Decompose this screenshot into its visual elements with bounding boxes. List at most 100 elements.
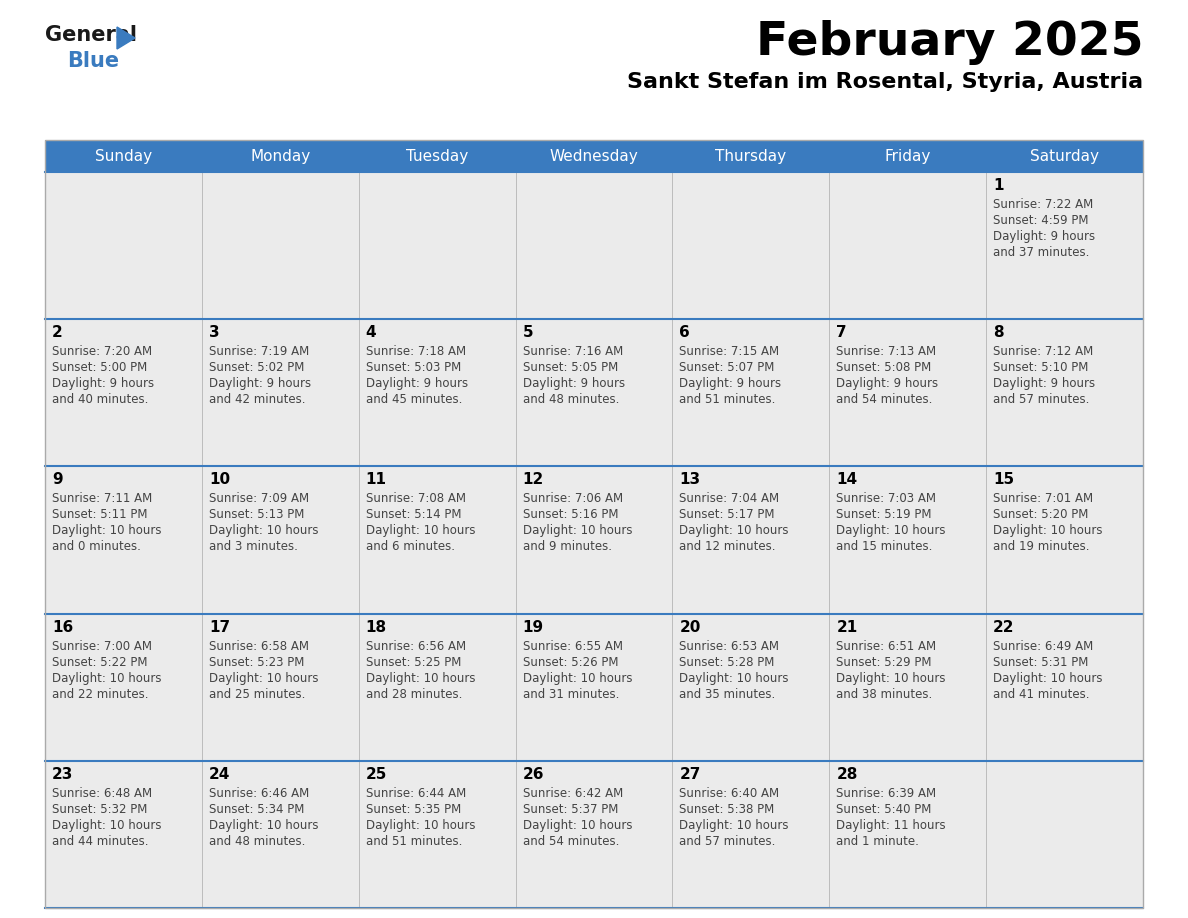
Text: Thursday: Thursday <box>715 149 786 163</box>
Text: Sunset: 4:59 PM: Sunset: 4:59 PM <box>993 214 1088 227</box>
Text: Daylight: 9 hours: Daylight: 9 hours <box>993 377 1095 390</box>
Bar <box>516 172 672 319</box>
Text: 15: 15 <box>993 473 1015 487</box>
Text: Sunset: 5:31 PM: Sunset: 5:31 PM <box>993 655 1088 668</box>
Text: and 54 minutes.: and 54 minutes. <box>523 834 619 848</box>
Text: 11: 11 <box>366 473 387 487</box>
Text: Sunset: 5:07 PM: Sunset: 5:07 PM <box>680 361 775 375</box>
Text: Daylight: 10 hours: Daylight: 10 hours <box>366 524 475 537</box>
Text: and 3 minutes.: and 3 minutes. <box>209 541 298 554</box>
Text: Daylight: 10 hours: Daylight: 10 hours <box>366 672 475 685</box>
Text: 8: 8 <box>993 325 1004 341</box>
Bar <box>829 761 986 908</box>
Bar <box>202 172 359 319</box>
Text: Sunset: 5:28 PM: Sunset: 5:28 PM <box>680 655 775 668</box>
Text: and 9 minutes.: and 9 minutes. <box>523 541 612 554</box>
Text: and 38 minutes.: and 38 minutes. <box>836 688 933 700</box>
Text: 2: 2 <box>52 325 63 341</box>
Text: and 48 minutes.: and 48 minutes. <box>523 393 619 406</box>
Text: February 2025: February 2025 <box>756 20 1143 65</box>
Text: and 51 minutes.: and 51 minutes. <box>680 393 776 406</box>
Text: Sunset: 5:10 PM: Sunset: 5:10 PM <box>993 361 1088 375</box>
Text: 16: 16 <box>52 620 74 634</box>
Text: Sunset: 5:22 PM: Sunset: 5:22 PM <box>52 655 147 668</box>
Text: Sunrise: 7:18 AM: Sunrise: 7:18 AM <box>366 345 466 358</box>
Text: Monday: Monday <box>251 149 310 163</box>
Bar <box>516 613 672 761</box>
Text: Daylight: 9 hours: Daylight: 9 hours <box>52 377 154 390</box>
Text: Sunset: 5:37 PM: Sunset: 5:37 PM <box>523 803 618 816</box>
Text: and 48 minutes.: and 48 minutes. <box>209 834 305 848</box>
Text: Daylight: 9 hours: Daylight: 9 hours <box>366 377 468 390</box>
Text: Daylight: 11 hours: Daylight: 11 hours <box>836 819 946 832</box>
Text: Sunset: 5:19 PM: Sunset: 5:19 PM <box>836 509 931 521</box>
Text: Sunrise: 6:53 AM: Sunrise: 6:53 AM <box>680 640 779 653</box>
Text: Daylight: 10 hours: Daylight: 10 hours <box>366 819 475 832</box>
Text: 14: 14 <box>836 473 858 487</box>
Text: 27: 27 <box>680 767 701 782</box>
Text: Sunrise: 6:56 AM: Sunrise: 6:56 AM <box>366 640 466 653</box>
Text: and 0 minutes.: and 0 minutes. <box>52 541 141 554</box>
Text: Daylight: 10 hours: Daylight: 10 hours <box>209 524 318 537</box>
Bar <box>672 761 829 908</box>
Text: Daylight: 9 hours: Daylight: 9 hours <box>836 377 939 390</box>
Text: and 37 minutes.: and 37 minutes. <box>993 246 1089 259</box>
Bar <box>45 140 1143 908</box>
Text: Sunrise: 7:03 AM: Sunrise: 7:03 AM <box>836 492 936 506</box>
Text: Daylight: 9 hours: Daylight: 9 hours <box>680 377 782 390</box>
Text: Sunset: 5:23 PM: Sunset: 5:23 PM <box>209 655 304 668</box>
Text: and 19 minutes.: and 19 minutes. <box>993 541 1089 554</box>
Text: Sunrise: 7:19 AM: Sunrise: 7:19 AM <box>209 345 309 358</box>
Text: and 25 minutes.: and 25 minutes. <box>209 688 305 700</box>
Text: and 51 minutes.: and 51 minutes. <box>366 834 462 848</box>
Text: 7: 7 <box>836 325 847 341</box>
Text: Sunrise: 7:08 AM: Sunrise: 7:08 AM <box>366 492 466 506</box>
Text: Sunrise: 6:49 AM: Sunrise: 6:49 AM <box>993 640 1093 653</box>
Text: Daylight: 10 hours: Daylight: 10 hours <box>209 672 318 685</box>
Text: Sunday: Sunday <box>95 149 152 163</box>
Text: 28: 28 <box>836 767 858 782</box>
Bar <box>45 466 202 613</box>
Text: and 31 minutes.: and 31 minutes. <box>523 688 619 700</box>
Text: Daylight: 9 hours: Daylight: 9 hours <box>523 377 625 390</box>
Text: and 44 minutes.: and 44 minutes. <box>52 834 148 848</box>
Text: 24: 24 <box>209 767 230 782</box>
Text: Sunrise: 7:04 AM: Sunrise: 7:04 AM <box>680 492 779 506</box>
Text: and 45 minutes.: and 45 minutes. <box>366 393 462 406</box>
Text: 9: 9 <box>52 473 63 487</box>
Bar <box>986 761 1143 908</box>
Text: 5: 5 <box>523 325 533 341</box>
Text: Sunrise: 6:55 AM: Sunrise: 6:55 AM <box>523 640 623 653</box>
Text: Daylight: 10 hours: Daylight: 10 hours <box>523 524 632 537</box>
Text: Sunset: 5:13 PM: Sunset: 5:13 PM <box>209 509 304 521</box>
Text: Wednesday: Wednesday <box>550 149 638 163</box>
Bar <box>986 466 1143 613</box>
Text: Daylight: 10 hours: Daylight: 10 hours <box>680 524 789 537</box>
Text: Sunset: 5:00 PM: Sunset: 5:00 PM <box>52 361 147 375</box>
Bar <box>829 613 986 761</box>
Text: Daylight: 9 hours: Daylight: 9 hours <box>209 377 311 390</box>
Bar <box>45 172 202 319</box>
Polygon shape <box>116 27 135 49</box>
Text: General: General <box>45 25 137 45</box>
Text: and 15 minutes.: and 15 minutes. <box>836 541 933 554</box>
Text: Sunrise: 6:48 AM: Sunrise: 6:48 AM <box>52 787 152 800</box>
Text: 25: 25 <box>366 767 387 782</box>
Text: Sunset: 5:11 PM: Sunset: 5:11 PM <box>52 509 147 521</box>
Text: Daylight: 10 hours: Daylight: 10 hours <box>836 672 946 685</box>
Text: Friday: Friday <box>885 149 931 163</box>
Text: 12: 12 <box>523 473 544 487</box>
Text: Sunset: 5:38 PM: Sunset: 5:38 PM <box>680 803 775 816</box>
Text: 20: 20 <box>680 620 701 634</box>
Text: Sunset: 5:17 PM: Sunset: 5:17 PM <box>680 509 775 521</box>
Text: and 22 minutes.: and 22 minutes. <box>52 688 148 700</box>
Text: 23: 23 <box>52 767 74 782</box>
Text: Daylight: 10 hours: Daylight: 10 hours <box>523 819 632 832</box>
Text: and 6 minutes.: and 6 minutes. <box>366 541 455 554</box>
Text: Sunrise: 7:00 AM: Sunrise: 7:00 AM <box>52 640 152 653</box>
Bar <box>202 319 359 466</box>
Text: Sunset: 5:26 PM: Sunset: 5:26 PM <box>523 655 618 668</box>
Text: Sunrise: 6:58 AM: Sunrise: 6:58 AM <box>209 640 309 653</box>
Bar <box>672 172 829 319</box>
Text: and 28 minutes.: and 28 minutes. <box>366 688 462 700</box>
